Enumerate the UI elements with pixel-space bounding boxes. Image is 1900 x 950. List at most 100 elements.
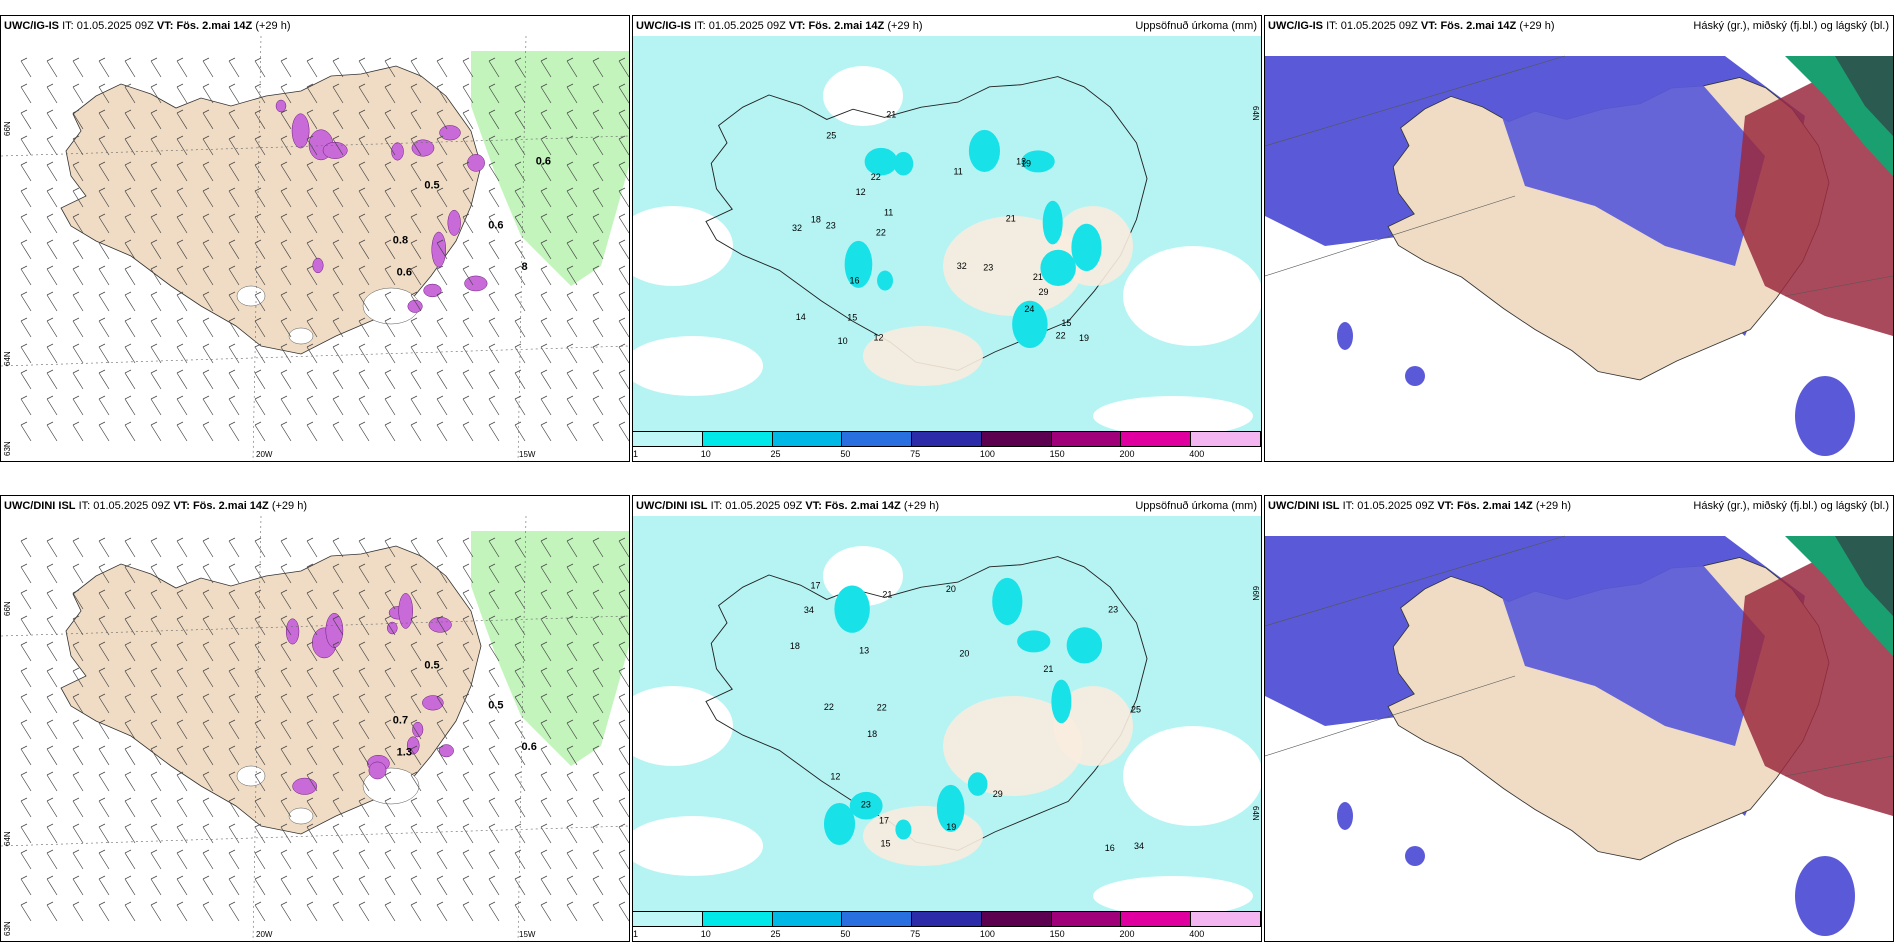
wind-barb-flag [358,421,366,426]
wind-barb [228,800,240,818]
wind-barb-flag [358,187,366,192]
wind-barb-flag [488,589,496,594]
wind-barb-flag [566,187,574,192]
precip-value-label: 19 [1079,333,1089,343]
wind-barb [228,294,240,312]
wind-barb-flag [150,589,158,594]
wind-barb [488,644,500,662]
wind-barb-flag [306,395,314,400]
wind-barb-flag [514,395,522,400]
wind-barb-flag [358,317,366,322]
wind-barb-flag [384,901,392,906]
wind-barb-flag [410,771,418,776]
wind-barb [72,644,84,662]
wind-barb-flag [228,563,236,568]
wind-barb [72,722,84,740]
wind-barb [124,424,136,442]
wind-barb-flag [202,641,210,646]
wind-barb-flag [540,693,548,698]
wind-barb [46,618,58,636]
wind-barb-flag [98,395,106,400]
wind-barb [20,670,32,688]
wind-barb [436,878,448,896]
wind-barb [176,398,188,416]
wind-barb-flag [540,641,548,646]
wind-barb [254,242,266,260]
wind-barb [410,644,422,662]
wind-barb [592,242,604,260]
wind-barb [384,644,396,662]
wind-barb-flag [436,875,444,880]
wind-barb-flag [618,421,626,426]
wind-barb [124,190,136,208]
wind-barb [488,346,500,364]
wind-barb-flag [124,693,132,698]
wind-barb [332,774,344,792]
wind-barb [72,320,84,338]
wind-barb [254,138,266,156]
wind-barb [410,424,422,442]
precip-value-label: 11 [884,207,893,217]
wind-barb [202,644,214,662]
wind-barb [592,346,604,364]
wind-barb [306,164,318,182]
wind-barb [150,592,162,610]
wind-barb [306,268,318,286]
wind-barb [254,878,266,896]
wind-barb [488,138,500,156]
wind-barb-flag [150,291,158,296]
wind-barb [618,826,629,844]
wind-barb [20,346,32,364]
wind-barb [540,878,552,896]
wind-barb [410,670,422,688]
wind-barb [280,904,292,922]
wind-barb [176,60,188,78]
wind-barb [488,268,500,286]
wind-barb [254,320,266,338]
wind-barb [254,852,266,870]
wind-barb [20,372,32,390]
wind-barb-flag [98,57,106,62]
wind-barb [202,268,214,286]
wind-barb-flag [514,135,522,140]
wind-barb [514,398,526,416]
wind-barb [280,878,292,896]
wind-barb-flag [72,537,80,542]
wind-barb-flag [98,213,106,218]
wind-barb [618,242,629,260]
longitude-line [517,516,527,941]
wind-barb-flag [46,537,54,542]
wind-barb [124,644,136,662]
wind-barb [436,722,448,740]
wind-barb-flag [332,823,340,828]
wind-barb [566,138,578,156]
wind-barb-flag [280,369,288,374]
wind-barb [306,216,318,234]
wind-barb-flag [514,901,522,906]
wind-barb [462,670,474,688]
snow-area [285,618,300,645]
wind-barb [98,242,110,260]
wind-barb [254,696,266,714]
wind-barb [384,372,396,390]
wind-barb-flag [410,641,418,646]
wind-barb-flag [254,265,262,270]
wind-barb-flag [176,615,184,620]
wind-barb-flag [436,745,444,750]
graticule-line [1265,195,1516,277]
wind-barb-flag [436,161,444,166]
wind-barb-flag [46,563,54,568]
graticule-line [1265,55,1566,147]
wind-barb [46,696,58,714]
wind-barb [306,86,318,104]
wind-barb-flag [618,849,626,854]
wind-barb [46,372,58,390]
wind-barb-flag [540,745,548,750]
wind-barb-flag [306,771,314,776]
wind-barb [72,748,84,766]
wind-barb-flag [488,109,496,114]
wind-barb [462,644,474,662]
wind-barb-flag [540,667,548,672]
wind-barb [72,566,84,584]
wind-barb [124,748,136,766]
